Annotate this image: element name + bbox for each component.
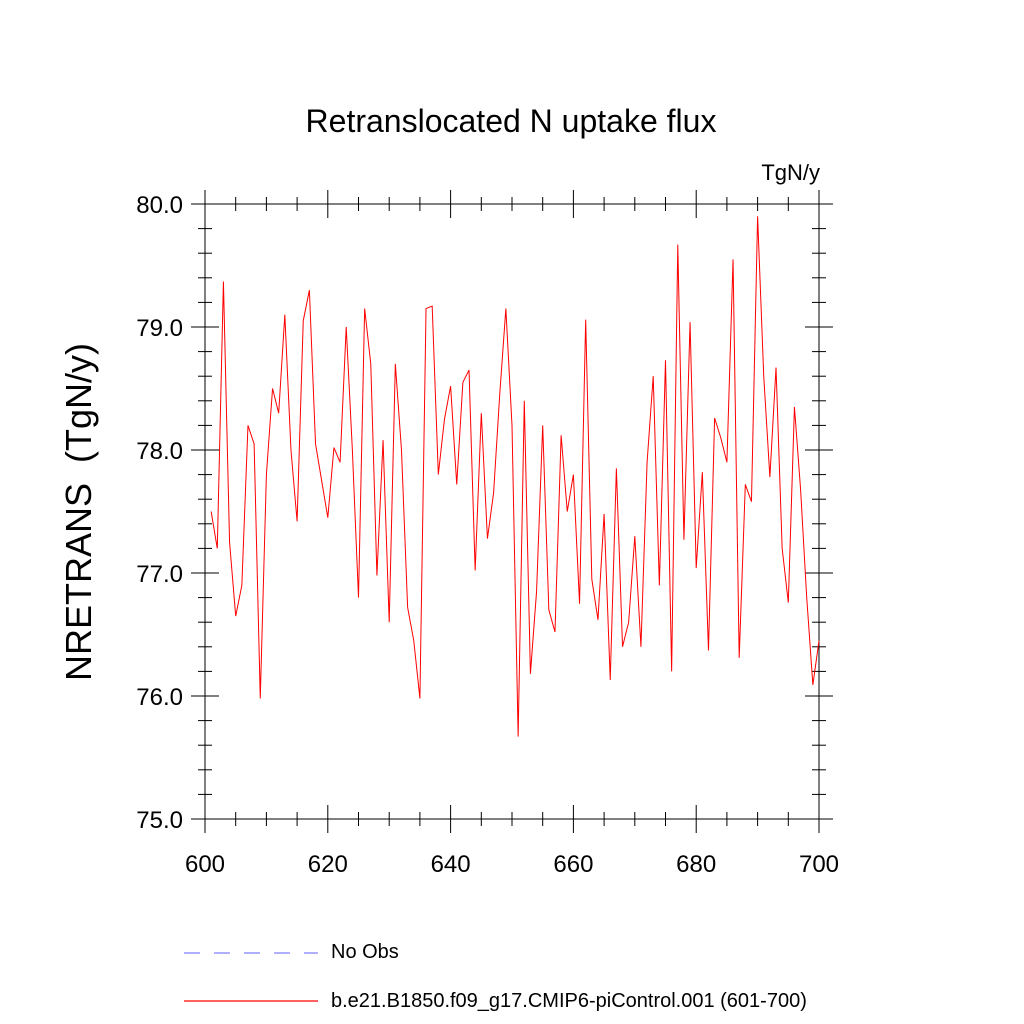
y-tick-label: 75.0 — [136, 807, 183, 834]
x-tick-label: 660 — [553, 851, 593, 878]
y-tick-label: 78.0 — [136, 438, 183, 465]
chart-title: Retranslocated N uptake flux — [306, 103, 717, 139]
x-tick-label: 600 — [185, 851, 225, 878]
y-tick-label: 77.0 — [136, 561, 183, 588]
y-tick-label: 76.0 — [136, 684, 183, 711]
units-label: TgN/y — [761, 160, 820, 185]
x-tick-label: 640 — [431, 851, 471, 878]
series-group — [210, 216, 820, 737]
x-tick-label: 620 — [308, 851, 348, 878]
legend-label-model: b.e21.B1850.f09_g17.CMIP6-piControl.001 … — [331, 990, 807, 1012]
x-tick-label: 700 — [799, 851, 839, 878]
series-line-model — [210, 216, 820, 737]
y-tick-label: 80.0 — [136, 192, 183, 219]
legend-lines — [184, 952, 318, 1002]
y-tick-label: 79.0 — [136, 315, 183, 342]
y-axis-label: NRETRANS (TgN/y) — [58, 343, 99, 681]
axis-ticks: 600 620 640 660 680 700 75.0 76.0 77.0 78.0 79.0 80… — [136, 190, 839, 878]
legend-label-no-obs: No Obs — [331, 941, 399, 963]
x-tick-label: 680 — [676, 851, 716, 878]
